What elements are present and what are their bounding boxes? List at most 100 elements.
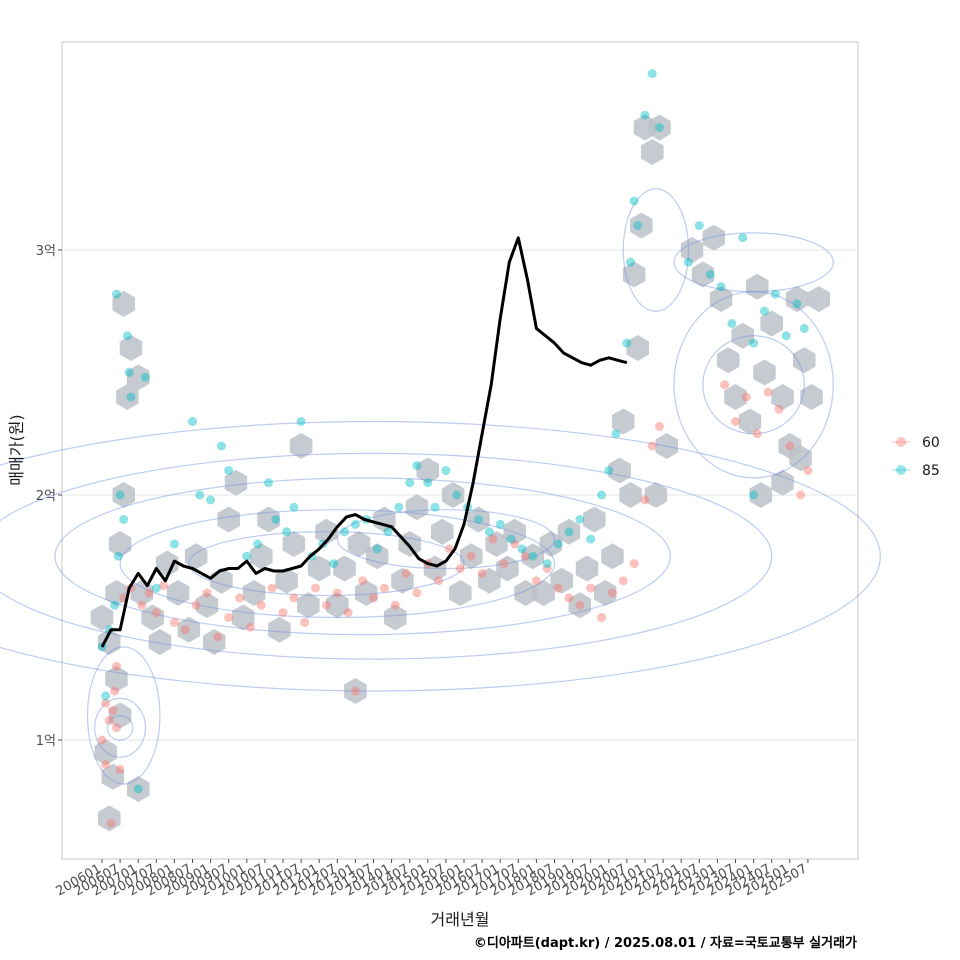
point-85-23	[271, 515, 281, 524]
hexbin-81	[644, 482, 668, 508]
hexbin-97	[800, 384, 823, 410]
point-85-16	[195, 490, 205, 500]
point-60-57	[607, 588, 617, 598]
point-85-69	[738, 233, 748, 243]
point-60-19	[202, 588, 212, 598]
point-60-66	[752, 429, 762, 439]
point-60-36	[379, 583, 389, 593]
hexbin-88	[731, 322, 754, 349]
point-60-26	[278, 608, 288, 618]
point-85-58	[629, 196, 639, 206]
point-85-54	[597, 490, 607, 500]
point-85-24	[282, 527, 292, 537]
y-axis-title: 매매가(원)	[7, 414, 26, 485]
hexbin-75	[622, 261, 646, 288]
hexbin-87	[724, 384, 747, 410]
point-60-63	[720, 380, 730, 390]
point-60-32	[343, 608, 353, 618]
hexbin-63	[539, 531, 563, 557]
contour-8	[86, 646, 161, 785]
point-60-28	[300, 617, 310, 627]
point-85-34	[383, 527, 393, 537]
hexbin-86	[717, 347, 740, 374]
hexbin-71	[608, 457, 631, 484]
hexbin-50	[423, 555, 447, 582]
point-60-49	[521, 551, 531, 561]
point-85-67	[716, 282, 726, 292]
point-85-55	[604, 466, 614, 475]
caption: ©디아파트(dapt.kr) / 2025.08.01 / 자료=국토교통부 실…	[474, 935, 857, 951]
point-60-71	[803, 466, 813, 475]
hexbin-9	[98, 805, 121, 832]
point-85-71	[759, 306, 769, 316]
x-axis-ticks: 2006012006072007012007072008012008072009…	[54, 859, 810, 899]
hexbin-79	[648, 114, 671, 141]
point-85-74	[792, 299, 802, 309]
point-60-2	[104, 715, 114, 725]
point-60-0	[97, 735, 107, 745]
hexbin-6	[101, 763, 125, 790]
point-60-23	[245, 622, 255, 632]
contour-2	[54, 477, 671, 636]
point-85-36	[405, 478, 415, 488]
point-60-18	[191, 600, 201, 610]
point-60-7	[101, 698, 111, 708]
hexbin-1	[98, 629, 121, 655]
point-60-9	[111, 662, 121, 671]
point-60-15	[159, 581, 169, 591]
hexbin-76	[630, 212, 653, 239]
point-85-63	[654, 123, 664, 132]
point-60-13	[144, 588, 154, 598]
point-85-41	[452, 490, 462, 500]
point-85-5	[115, 490, 125, 500]
point-60-24	[256, 600, 266, 610]
point-85-39	[430, 502, 440, 512]
point-60-67	[763, 387, 773, 397]
point-85-11	[140, 372, 150, 382]
hexbin-22	[195, 592, 219, 619]
hexbin-17	[148, 629, 172, 655]
hexbin-35	[297, 592, 320, 619]
contour-11	[702, 335, 805, 435]
point-60-55	[586, 583, 596, 593]
point-60-37	[390, 600, 400, 610]
point-60-51	[542, 564, 552, 573]
hexbin-29	[250, 543, 273, 570]
point-85-56	[611, 429, 621, 439]
point-85-76	[749, 490, 759, 500]
point-60-56	[597, 613, 607, 622]
point-85-48	[528, 551, 538, 561]
trend-line-layer	[100, 236, 628, 648]
hexbin-98	[807, 286, 830, 312]
point-85-25	[289, 502, 299, 512]
hexbin-30	[257, 506, 280, 533]
point-85-10	[119, 515, 129, 524]
hexbin-34	[289, 433, 313, 459]
plot-panel	[61, 41, 859, 860]
hexbin-13	[126, 364, 150, 391]
hexbin-55	[467, 506, 490, 533]
y-tick-label-2: 3억	[36, 244, 56, 259]
point-60-34	[358, 576, 368, 586]
hexbin-49	[416, 457, 440, 484]
point-85-47	[517, 544, 527, 554]
point-85-9	[126, 392, 136, 402]
point-60-8	[106, 818, 116, 828]
x-axis-title: 거래년월	[431, 910, 490, 929]
contour-9	[622, 188, 690, 312]
point-85-17	[206, 495, 216, 505]
hexbin-38	[326, 592, 349, 619]
point-85-53	[586, 534, 596, 544]
point-60-61	[647, 441, 657, 451]
point-60-12	[137, 600, 147, 610]
hexbin-73	[619, 482, 642, 508]
point-85-37	[412, 461, 422, 471]
point-85-43	[473, 515, 483, 524]
point-85-6	[111, 289, 121, 299]
point-85-4	[113, 551, 123, 561]
contour-3	[119, 509, 556, 619]
hexbin-101	[789, 445, 812, 472]
point-85-65	[694, 221, 704, 230]
point-85-46	[506, 534, 516, 544]
